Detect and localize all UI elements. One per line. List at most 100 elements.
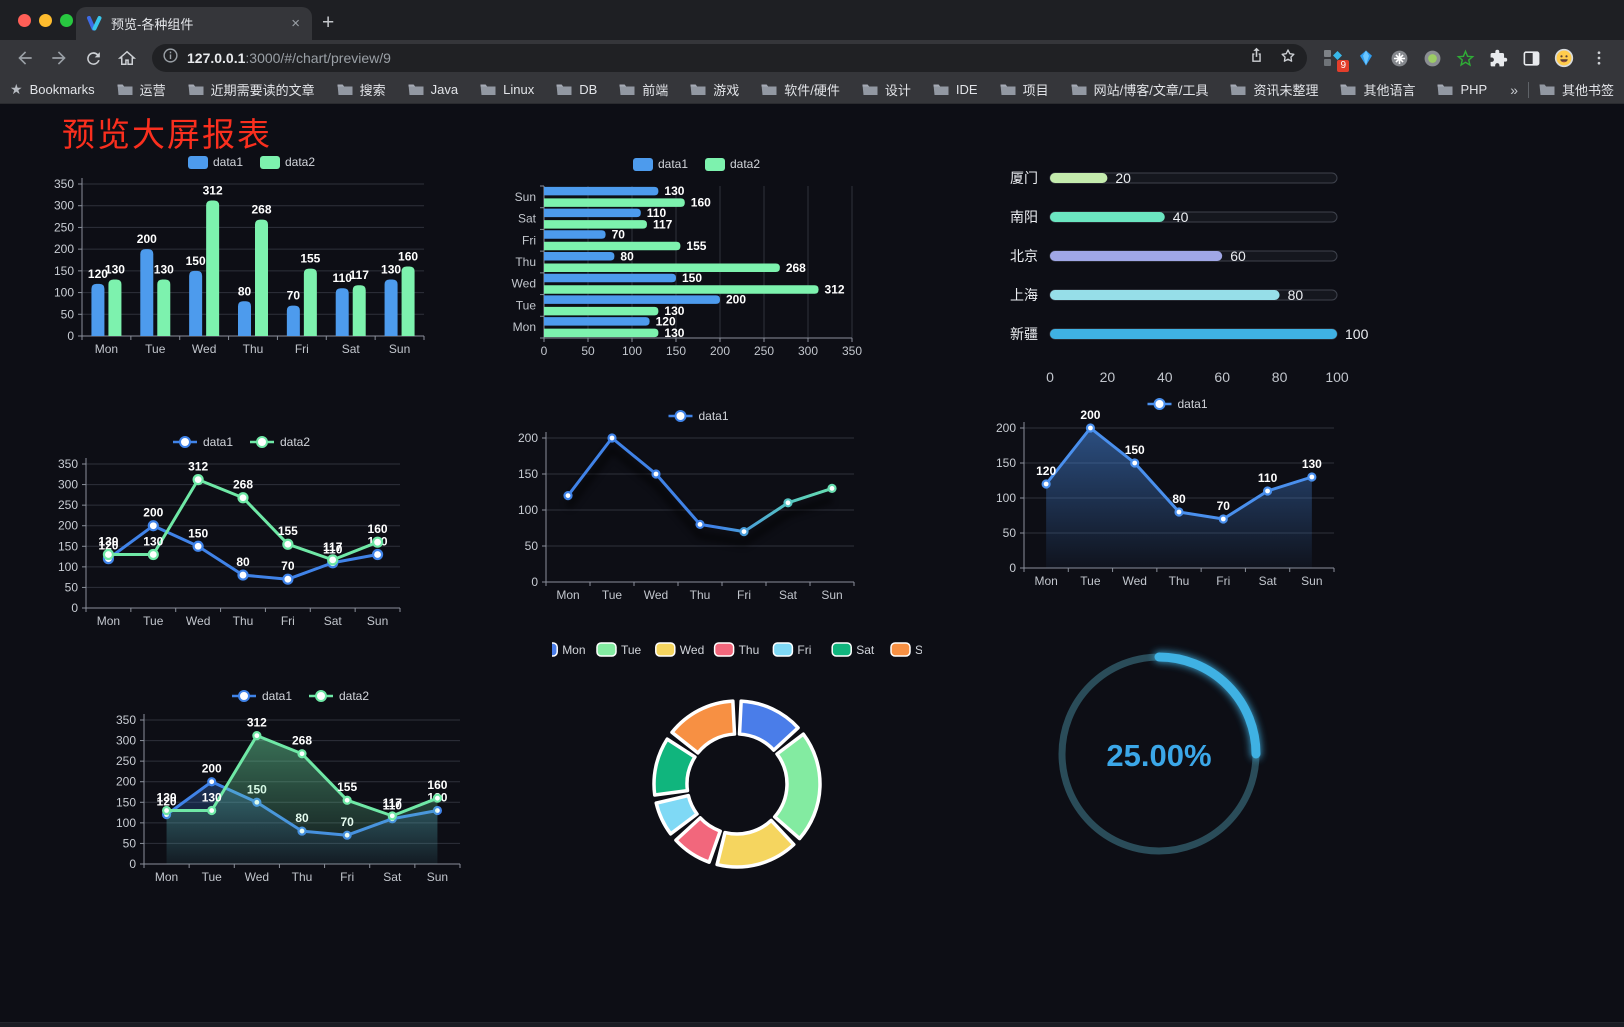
svg-text:350: 350 (58, 457, 78, 471)
reload-icon[interactable] (79, 44, 107, 72)
pie-slice-Wed[interactable] (715, 818, 796, 869)
series-data2[interactable]: 130 130 312 268 155 117 160 (157, 716, 448, 864)
bookmark-bookmarks[interactable]: ★ Bookmarks (10, 81, 95, 98)
sidebar-icon[interactable] (1521, 48, 1541, 68)
chart-line-dual[interactable]: data1 data2 0 50 100 150 200 250 300 350 Mon Tue Wed… (38, 426, 416, 638)
window-close-button[interactable] (18, 14, 31, 27)
legend[interactable]: data1 (668, 409, 729, 423)
svg-text:200: 200 (1080, 408, 1100, 422)
series-data1[interactable] (563, 433, 837, 547)
record-circle-icon[interactable] (1422, 48, 1442, 68)
svg-text:Sat: Sat (779, 588, 798, 602)
series-data1[interactable]: 120 200 150 80 70 110 130 (98, 506, 388, 585)
svg-text:268: 268 (233, 478, 253, 492)
window-zoom-button[interactable] (60, 14, 73, 27)
tab-close-icon[interactable]: × (291, 15, 300, 32)
bookmark-folder-8[interactable]: 软件/硬件 (761, 80, 840, 99)
other-bookmarks-folder[interactable]: 其他书签 (1539, 80, 1614, 99)
forward-icon[interactable] (45, 44, 73, 72)
gem-icon[interactable] (1356, 48, 1376, 68)
area-dual-canvas[interactable]: data1 data2 0 50 100 150 200 250 300 350 Mon Tue Wed… (96, 680, 476, 894)
chart-area-dual[interactable]: data1 data2 0 50 100 150 200 250 300 350 Mon Tue Wed… (96, 680, 476, 894)
pie-slice-Tue[interactable] (772, 732, 822, 841)
back-icon[interactable] (11, 44, 39, 72)
capsule-rows[interactable]: 厦门 20 南阳 40 北京 60 上海 80 新疆 100 (1010, 170, 1369, 342)
menu-kebab-icon[interactable] (1585, 44, 1613, 72)
legend[interactable]: data1 data2 (188, 155, 315, 169)
bookmark-folder-2[interactable]: 搜索 (337, 80, 386, 99)
legend[interactable]: data1 data2 (173, 435, 310, 449)
bookmark-folder-13[interactable]: 资讯未整理 (1230, 80, 1318, 99)
svg-text:新疆: 新疆 (1010, 326, 1038, 342)
bookmark-folder-14[interactable]: 其他语言 (1340, 80, 1415, 99)
pie-slice-Sat[interactable] (652, 737, 697, 797)
line-gradient-canvas[interactable]: data1 0 50 100 150 200 Mon Tue Wed Thu Fri Sat Sun (502, 402, 868, 610)
pie-slice-Thu[interactable] (674, 816, 722, 864)
bookmark-folder-11[interactable]: 项目 (1000, 80, 1049, 99)
profile-avatar-icon[interactable] (1554, 48, 1574, 68)
svg-text:155: 155 (278, 524, 298, 538)
bar-horizontal-canvas[interactable]: data1 data2 0 50 100 150 200 250 300 350 Mon Tue Wed… (498, 144, 894, 370)
site-info-icon[interactable] (162, 47, 179, 69)
green-star-icon[interactable] (1455, 48, 1475, 68)
chart-gauge[interactable]: 25.00% (1046, 636, 1276, 888)
bookmark-folder-6[interactable]: 前端 (619, 80, 668, 99)
chart-line-gradient[interactable]: data1 0 50 100 150 200 Mon Tue Wed Thu Fri Sat Sun (502, 402, 868, 610)
svg-text:120: 120 (88, 267, 108, 281)
series-data1[interactable]: 120 200 150 80 70 110 130 (1036, 408, 1322, 568)
bookmark-star-icon[interactable] (1279, 47, 1297, 70)
bookmark-folder-1[interactable]: 近期需要读的文章 (188, 80, 315, 99)
area-single-canvas[interactable]: data1 0 50 100 150 200 Mon Tue Wed Thu Fri Sat Sun 12… (980, 390, 1352, 596)
browser-tab[interactable]: 预览-各种组件 × (76, 7, 312, 40)
bookmarks-overflow-icon[interactable]: » (1510, 81, 1518, 98)
bookmark-folder-12[interactable]: 网站/博客/文章/工具 (1071, 80, 1208, 99)
bookmark-folder-7[interactable]: 游戏 (690, 80, 739, 99)
chart-area-single[interactable]: data1 0 50 100 150 200 Mon Tue Wed Thu Fri Sat Sun 12… (980, 390, 1352, 596)
extensions-puzzle-icon[interactable] (1488, 48, 1508, 68)
series-data1[interactable]: 120 200 150 80 70 110 130 (88, 232, 401, 336)
bookmark-folder-15[interactable]: PHP (1437, 82, 1487, 97)
series-data1[interactable]: 120 200 150 80 70 110 130 (544, 184, 746, 328)
bar-vertical-canvas[interactable]: data1 data2 0 50 100 150 200 250 300 350 Mon Tue Wed… (36, 144, 438, 368)
url-text[interactable]: 127.0.0.1:3000/#/chart/preview/9 (187, 50, 1240, 66)
legend[interactable]: data1 data2 (633, 157, 760, 171)
bookmark-folder-10[interactable]: IDE (933, 82, 978, 97)
legend[interactable]: data1 (1147, 397, 1208, 411)
svg-text:Thu: Thu (292, 870, 313, 884)
pie-slice-Fri[interactable] (654, 793, 699, 836)
new-tab-button[interactable]: + (322, 11, 335, 34)
donut-canvas[interactable]: Mon Tue Wed Thu Fri Sat Sun (552, 636, 922, 922)
bookmark-folder-4[interactable]: Linux (480, 82, 534, 97)
home-icon[interactable] (113, 44, 141, 72)
svg-text:100: 100 (518, 503, 538, 517)
line-dual-canvas[interactable]: data1 data2 0 50 100 150 200 250 300 350 Mon Tue Wed… (38, 426, 416, 638)
legend[interactable]: Mon Tue Wed Thu Fri Sat Sun (552, 642, 922, 657)
svg-text:上海: 上海 (1010, 287, 1038, 303)
vue-devtools-icon[interactable]: 9 (1323, 48, 1349, 72)
bookmark-folder-3[interactable]: Java (408, 82, 458, 97)
pie-slice-Sun[interactable] (670, 699, 737, 755)
bookmark-folder-9[interactable]: 设计 (862, 80, 911, 99)
window-minimize-button[interactable] (39, 14, 52, 27)
address-bar[interactable]: 127.0.0.1:3000/#/chart/preview/9 (152, 44, 1307, 72)
series-data2[interactable]: 130 130 312 268 155 117 160 (105, 184, 418, 336)
capsule-canvas[interactable]: 厦门 20 南阳 40 北京 60 上海 80 新疆 100 0 20 40 60 80 100 (992, 156, 1372, 394)
svg-text:0: 0 (541, 344, 548, 358)
knot-circle-icon[interactable] (1389, 48, 1409, 68)
share-icon[interactable] (1248, 46, 1265, 70)
series-data2[interactable]: 130 130 312 268 155 117 160 (98, 460, 388, 566)
chart-bar-vertical[interactable]: data1 data2 0 50 100 150 200 250 300 350 Mon Tue Wed… (36, 144, 438, 368)
svg-text:Thu: Thu (233, 614, 254, 628)
x-axis: 0 20 40 60 80 100 (1046, 369, 1349, 385)
bookmark-folder-5[interactable]: DB (556, 82, 597, 97)
pie-slice-Mon[interactable] (737, 699, 800, 752)
svg-text:80: 80 (620, 249, 634, 263)
bookmark-folder-0[interactable]: 运营 (117, 80, 166, 99)
chart-capsule[interactable]: 厦门 20 南阳 40 北京 60 上海 80 新疆 100 0 20 40 60 80 100 (992, 156, 1372, 394)
chart-donut[interactable]: Mon Tue Wed Thu Fri Sat Sun (552, 636, 922, 922)
svg-text:Sun: Sun (515, 190, 536, 204)
gauge-canvas[interactable]: 25.00% (1046, 636, 1276, 888)
series-data2[interactable]: 130 130 312 268 155 117 160 (544, 196, 845, 340)
chart-bar-horizontal[interactable]: data1 data2 0 50 100 150 200 250 300 350 Mon Tue Wed… (498, 144, 894, 370)
legend[interactable]: data1 data2 (232, 689, 369, 703)
